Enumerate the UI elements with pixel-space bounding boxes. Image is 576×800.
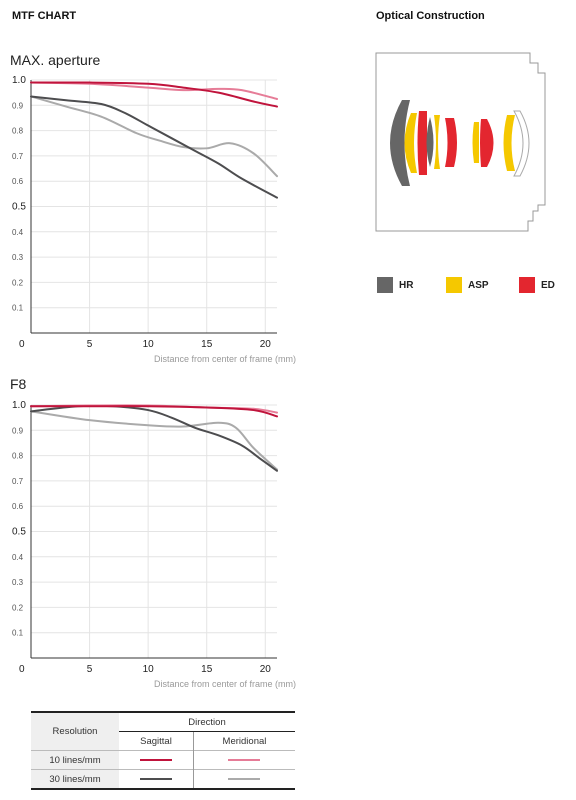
lens-element-2-asp xyxy=(404,113,417,173)
series-line-sagittal-10 xyxy=(30,81,278,108)
legend-item-ed: ED xyxy=(519,277,555,293)
series-line-sagittal-30 xyxy=(30,95,278,199)
legend-item-hr: HR xyxy=(377,277,413,293)
x-tick-label: 10 xyxy=(143,339,155,350)
y-tick-label: 0.6 xyxy=(12,177,24,186)
series-line-meridional-10 xyxy=(30,81,278,100)
y-tick-label: 0.6 xyxy=(12,502,24,511)
lens-element-3-ed xyxy=(417,111,427,175)
series-line-meridional-30 xyxy=(30,410,278,471)
y-tick-label: 0.3 xyxy=(12,578,24,587)
x-tick-label: 20 xyxy=(260,664,272,675)
y-tick-label: 0.7 xyxy=(12,477,24,486)
legend-label-asp: ASP xyxy=(468,279,489,291)
y-tick-label: 0.9 xyxy=(12,426,24,435)
y-tick-label: 0.2 xyxy=(12,603,24,612)
y-tick-label: 0.5 xyxy=(12,527,26,538)
legend-swatch-ed xyxy=(519,277,535,293)
y-tick-label: 0.1 xyxy=(12,629,24,638)
lens-element-9-asp xyxy=(503,115,515,171)
x-tick-label: 20 xyxy=(260,339,272,350)
swatch-meridional-10 xyxy=(192,750,295,770)
mtf-chart-heading: MTF CHART xyxy=(12,10,77,22)
legend-label-ed: ED xyxy=(541,279,555,291)
x-axis-label: Distance from center of frame (mm) xyxy=(154,354,296,364)
y-tick-label: 0.4 xyxy=(12,553,24,562)
x-tick-label: 0 xyxy=(19,664,25,675)
x-tick-label: 10 xyxy=(143,664,155,675)
x-tick-label: 5 xyxy=(87,339,93,350)
line-legend-table: Resolution Direction Sagittal Meridional… xyxy=(31,711,295,790)
lens-element-8-ed xyxy=(480,119,494,167)
y-tick-label: 0.5 xyxy=(12,202,26,213)
swatch-sagittal-10 xyxy=(119,750,194,770)
lens-element-6-ed xyxy=(445,118,457,167)
legend-swatch-asp xyxy=(446,277,462,293)
y-tick-label: 0.7 xyxy=(12,152,24,161)
y-tick-label: 1.0 xyxy=(12,400,26,411)
lens-element-7-asp xyxy=(472,122,479,163)
lens-element-1-hr xyxy=(390,100,410,186)
meridional-header: Meridional xyxy=(192,731,295,751)
lens-barrel-outline xyxy=(375,52,546,232)
row-label-10: 10 lines/mm xyxy=(31,750,119,770)
y-tick-label: 0.2 xyxy=(12,278,24,287)
resolution-header: Resolution xyxy=(31,712,119,751)
legend-label-hr: HR xyxy=(399,279,414,291)
y-tick-label: 0.4 xyxy=(12,228,24,237)
x-tick-label: 15 xyxy=(201,339,213,350)
x-axis-label: Distance from center of frame (mm) xyxy=(154,679,296,689)
legend-swatch-hr xyxy=(377,277,393,293)
series-line-sagittal-30 xyxy=(30,404,278,472)
lens-element-5-asp xyxy=(434,115,440,169)
row-label-30: 30 lines/mm xyxy=(31,769,119,789)
direction-header: Direction xyxy=(188,716,226,728)
x-tick-label: 0 xyxy=(19,339,25,350)
mtf-chart-max-aperture: 1.0 0.9 0.8 0.7 0.6 0.5 0.4 0.3 0.2 0.1 0 5 10 15 20 Di… xyxy=(12,75,296,364)
legend-item-asp: ASP xyxy=(446,277,489,293)
y-tick-label: 0.3 xyxy=(12,253,24,262)
x-tick-label: 15 xyxy=(201,664,213,675)
lens-element-4-hr xyxy=(426,117,434,167)
optical-construction-heading: Optical Construction xyxy=(376,10,485,22)
y-tick-label: 0.8 xyxy=(12,452,24,461)
chart-title-f8: F8 xyxy=(10,376,27,392)
optical-construction-diagram xyxy=(375,52,546,232)
x-tick-label: 5 xyxy=(87,664,93,675)
lens-element-10 xyxy=(513,110,530,177)
table-row: 30 lines/mm xyxy=(31,769,295,789)
y-tick-label: 1.0 xyxy=(12,75,26,86)
y-tick-label: 0.1 xyxy=(12,304,24,313)
series-line-meridional-30 xyxy=(30,95,278,178)
chart-title-max-aperture: MAX. aperture xyxy=(10,52,101,68)
swatch-sagittal-30 xyxy=(119,769,194,789)
series-line-sagittal-10 xyxy=(30,405,278,418)
y-tick-label: 0.8 xyxy=(12,127,24,136)
y-tick-label: 0.9 xyxy=(12,101,24,110)
swatch-meridional-30 xyxy=(192,769,295,789)
mtf-chart-f8: 1.0 0.9 0.8 0.7 0.6 0.5 0.4 0.3 0.2 0.1 0 5 10 15 20 Di… xyxy=(12,400,296,689)
table-row: 10 lines/mm xyxy=(31,750,295,770)
sagittal-header: Sagittal xyxy=(119,731,194,751)
